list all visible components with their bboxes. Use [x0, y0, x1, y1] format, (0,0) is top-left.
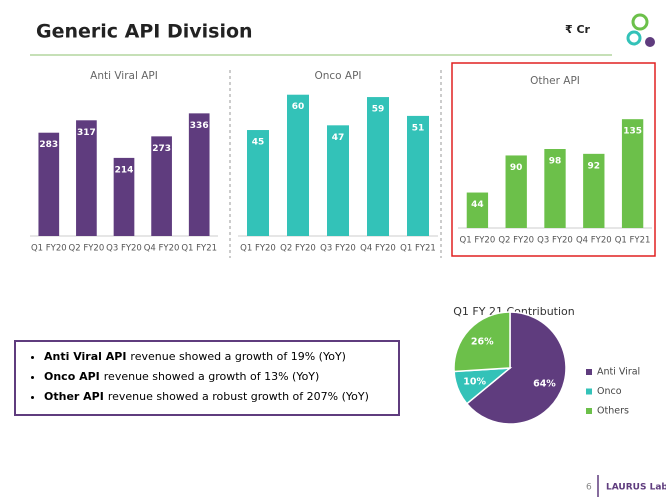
x-tick-label: Q1 FY21 [615, 236, 651, 246]
data-label: 336 [190, 121, 209, 131]
logo-text: LAURUS Labs [606, 483, 666, 493]
slide-title: Generic API Division [36, 21, 253, 43]
x-tick-label: Q2 FY20 [498, 236, 534, 246]
x-tick-label: Q3 FY20 [320, 244, 356, 254]
data-label: 44 [471, 200, 484, 210]
bar [583, 153, 605, 228]
bar [287, 94, 309, 236]
pie-slice [465, 311, 567, 425]
bar [466, 192, 489, 228]
x-tick-label: Q1 FY20 [460, 236, 496, 246]
x-tick-label: Q4 FY20 [360, 244, 396, 254]
x-tick-label: Q3 FY20 [537, 236, 573, 246]
logo-circle [631, 13, 649, 31]
data-label: 51 [412, 123, 425, 133]
logo-circle [626, 30, 642, 46]
bar [327, 125, 349, 236]
bar [505, 155, 527, 228]
data-label: 10% [463, 377, 486, 388]
legend-label: Others [597, 406, 629, 417]
x-tick-label: Q1 FY20 [240, 244, 276, 254]
bar [407, 115, 429, 236]
legend-label: Onco [597, 386, 622, 397]
legend-swatch [586, 408, 592, 414]
x-tick-label: Q2 FY20 [69, 244, 105, 254]
bar [621, 119, 644, 228]
chart-title: Onco API [314, 70, 361, 82]
data-label: 214 [115, 165, 134, 175]
bar [76, 120, 97, 236]
data-label: 92 [588, 161, 601, 171]
data-label: 64% [533, 379, 556, 390]
data-label: 317 [77, 128, 96, 138]
pie-slice [453, 311, 511, 373]
legend-swatch [586, 369, 592, 375]
bar [367, 97, 389, 236]
bar [151, 136, 172, 236]
data-label: 98 [549, 157, 562, 167]
data-label: 273 [152, 144, 171, 154]
data-label: 26% [471, 336, 494, 347]
bullet-bold: Other API [44, 390, 104, 403]
bar [38, 132, 60, 236]
unit: ₹ Cr [565, 23, 591, 36]
x-tick-label: Q1 FY21 [181, 244, 217, 254]
bullet-bold: Onco API [44, 370, 100, 383]
logo-circle [645, 37, 655, 47]
bar [247, 130, 269, 236]
x-tick-label: Q1 FY20 [31, 244, 67, 254]
highlight-box [451, 62, 656, 257]
bullet-text: revenue showed a growth of 13% (YoY) [103, 370, 320, 383]
bullet-bold: Anti Viral API [44, 350, 127, 363]
x-tick-label: Q3 FY20 [106, 244, 142, 254]
bar [544, 149, 566, 228]
x-tick-label: Q4 FY20 [144, 244, 180, 254]
data-label: 47 [332, 133, 345, 143]
legend-swatch [586, 388, 592, 395]
bullet-text: revenue showed a growth of 19% (YoY) [130, 350, 346, 363]
data-label: 283 [39, 140, 58, 150]
legend-label: Anti Viral [597, 367, 640, 378]
chart-title: Anti Viral API [90, 70, 158, 82]
bullet-text: revenue showed a robust growth of 207% (… [107, 390, 369, 403]
data-label: 45 [252, 138, 265, 148]
chart-title: Other API [530, 75, 580, 87]
x-tick-label: Q4 FY20 [576, 236, 612, 246]
data-label: 135 [623, 127, 642, 137]
bar [188, 113, 210, 236]
x-tick-label: Q2 FY20 [280, 244, 316, 254]
data-label: 59 [372, 105, 385, 115]
bar [113, 157, 135, 236]
x-tick-label: Q1 FY21 [400, 244, 436, 254]
data-label: 90 [510, 163, 523, 173]
data-label: 60 [292, 102, 305, 112]
page-number: 6 [586, 483, 592, 493]
